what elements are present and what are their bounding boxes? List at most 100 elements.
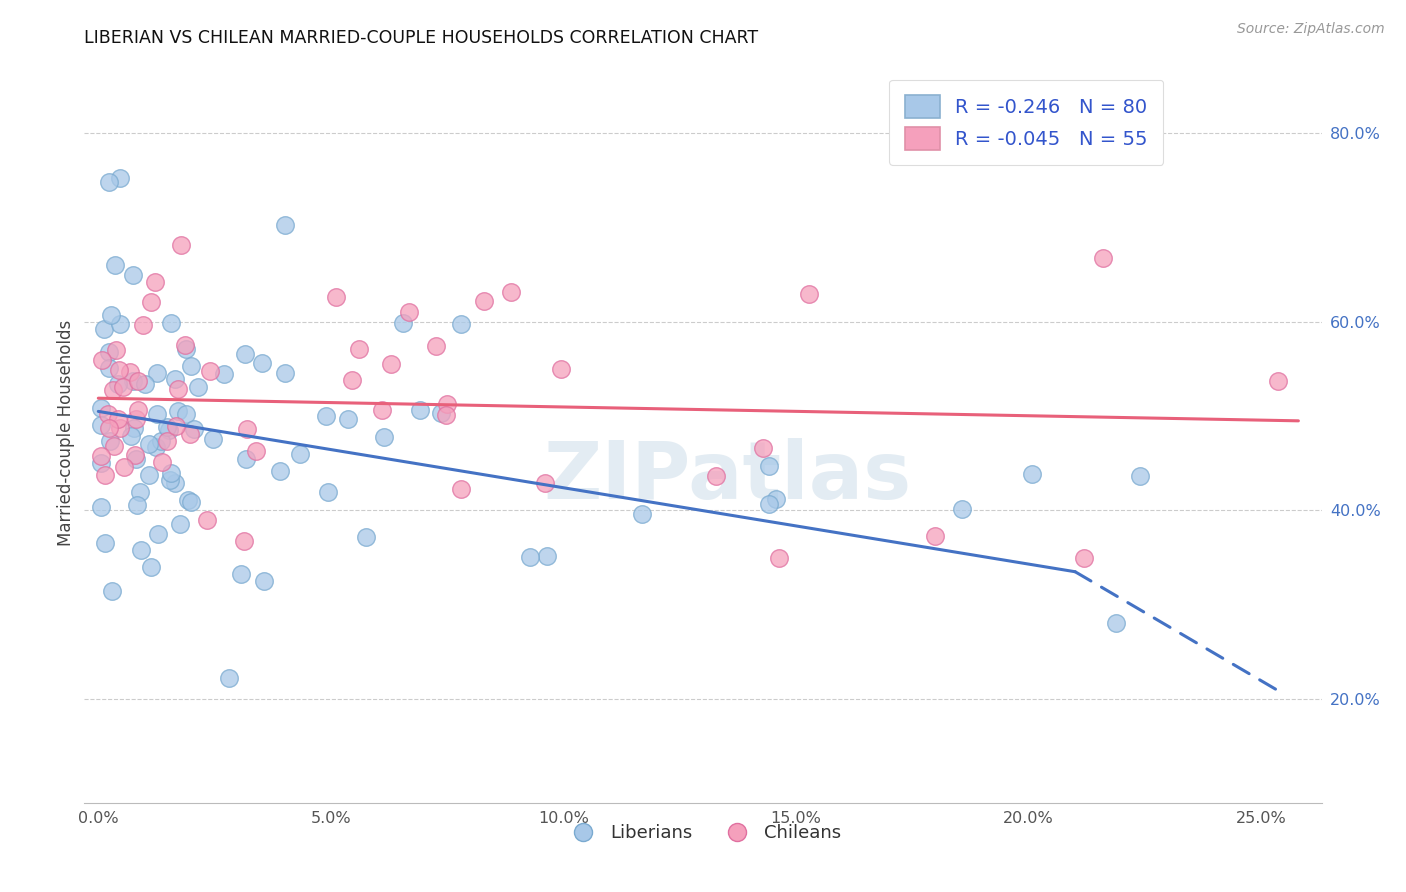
Point bbox=[180, 495, 202, 509]
Point bbox=[114, 459, 136, 474]
Point bbox=[107, 412, 129, 426]
Y-axis label: Married-couple Households: Married-couple Households bbox=[56, 319, 75, 546]
Point bbox=[100, 308, 122, 322]
Point bbox=[125, 451, 148, 466]
Point bbox=[765, 491, 787, 506]
Point bbox=[233, 533, 256, 548]
Point bbox=[429, 406, 451, 420]
Point bbox=[169, 516, 191, 531]
Point bbox=[336, 412, 359, 426]
Point bbox=[174, 407, 197, 421]
Point bbox=[94, 468, 117, 483]
Point bbox=[156, 434, 179, 448]
Point bbox=[180, 359, 202, 373]
Point bbox=[156, 420, 179, 434]
Point bbox=[165, 419, 187, 434]
Point bbox=[103, 439, 125, 453]
Point bbox=[166, 383, 188, 397]
Point bbox=[93, 536, 115, 550]
Point bbox=[409, 403, 432, 417]
Point bbox=[250, 356, 273, 370]
Point bbox=[218, 671, 240, 685]
Point bbox=[146, 526, 169, 541]
Point bbox=[159, 473, 181, 487]
Point bbox=[138, 437, 160, 451]
Point bbox=[235, 422, 257, 436]
Point bbox=[425, 338, 447, 352]
Point bbox=[924, 528, 946, 542]
Point bbox=[124, 448, 146, 462]
Point bbox=[160, 316, 183, 330]
Point bbox=[125, 498, 148, 512]
Point bbox=[183, 422, 205, 436]
Point bbox=[274, 219, 297, 233]
Point bbox=[103, 383, 125, 397]
Point bbox=[380, 357, 402, 371]
Point bbox=[536, 549, 558, 564]
Point bbox=[138, 468, 160, 483]
Point bbox=[519, 549, 541, 564]
Point bbox=[533, 476, 555, 491]
Point bbox=[146, 407, 169, 421]
Point bbox=[120, 365, 142, 379]
Point bbox=[499, 285, 522, 300]
Point bbox=[752, 441, 775, 455]
Point bbox=[174, 338, 197, 352]
Point bbox=[273, 366, 295, 380]
Point bbox=[758, 497, 780, 511]
Point bbox=[950, 501, 973, 516]
Point bbox=[150, 455, 173, 469]
Point bbox=[121, 374, 143, 388]
Point bbox=[129, 542, 152, 557]
Point bbox=[472, 293, 495, 308]
Text: LIBERIAN VS CHILEAN MARRIED-COUPLE HOUSEHOLDS CORRELATION CHART: LIBERIAN VS CHILEAN MARRIED-COUPLE HOUSE… bbox=[84, 29, 758, 47]
Point bbox=[799, 287, 821, 301]
Point bbox=[166, 403, 188, 417]
Point bbox=[139, 560, 162, 574]
Point bbox=[233, 347, 256, 361]
Point bbox=[354, 531, 377, 545]
Text: Source: ZipAtlas.com: Source: ZipAtlas.com bbox=[1237, 22, 1385, 37]
Point bbox=[347, 343, 370, 357]
Point bbox=[315, 409, 337, 424]
Point bbox=[129, 484, 152, 499]
Point bbox=[97, 421, 120, 435]
Text: ZIPatlas: ZIPatlas bbox=[544, 438, 912, 516]
Point bbox=[90, 352, 112, 367]
Point bbox=[97, 361, 120, 376]
Point bbox=[150, 434, 173, 449]
Point bbox=[177, 493, 200, 508]
Point bbox=[202, 433, 225, 447]
Point bbox=[450, 483, 472, 497]
Point bbox=[157, 423, 180, 437]
Point bbox=[235, 452, 257, 467]
Point bbox=[187, 380, 209, 394]
Point bbox=[340, 373, 363, 387]
Point bbox=[373, 430, 395, 444]
Point bbox=[143, 275, 166, 289]
Point bbox=[90, 449, 112, 463]
Point bbox=[253, 574, 276, 589]
Point bbox=[101, 583, 124, 598]
Point bbox=[122, 268, 145, 282]
Point bbox=[111, 379, 134, 393]
Point bbox=[758, 458, 780, 473]
Point bbox=[108, 421, 131, 435]
Point bbox=[160, 466, 183, 480]
Point bbox=[706, 469, 728, 483]
Point bbox=[132, 318, 155, 332]
Point bbox=[550, 362, 572, 376]
Point bbox=[174, 342, 197, 356]
Point bbox=[1073, 550, 1095, 565]
Point bbox=[127, 402, 149, 417]
Legend: Liberians, Chileans: Liberians, Chileans bbox=[557, 817, 849, 849]
Point bbox=[107, 376, 129, 391]
Point bbox=[392, 316, 415, 330]
Point bbox=[269, 464, 291, 478]
Point bbox=[104, 258, 127, 272]
Point bbox=[768, 550, 790, 565]
Point bbox=[1021, 467, 1043, 482]
Point bbox=[450, 317, 472, 331]
Point bbox=[630, 507, 652, 521]
Point bbox=[198, 364, 221, 378]
